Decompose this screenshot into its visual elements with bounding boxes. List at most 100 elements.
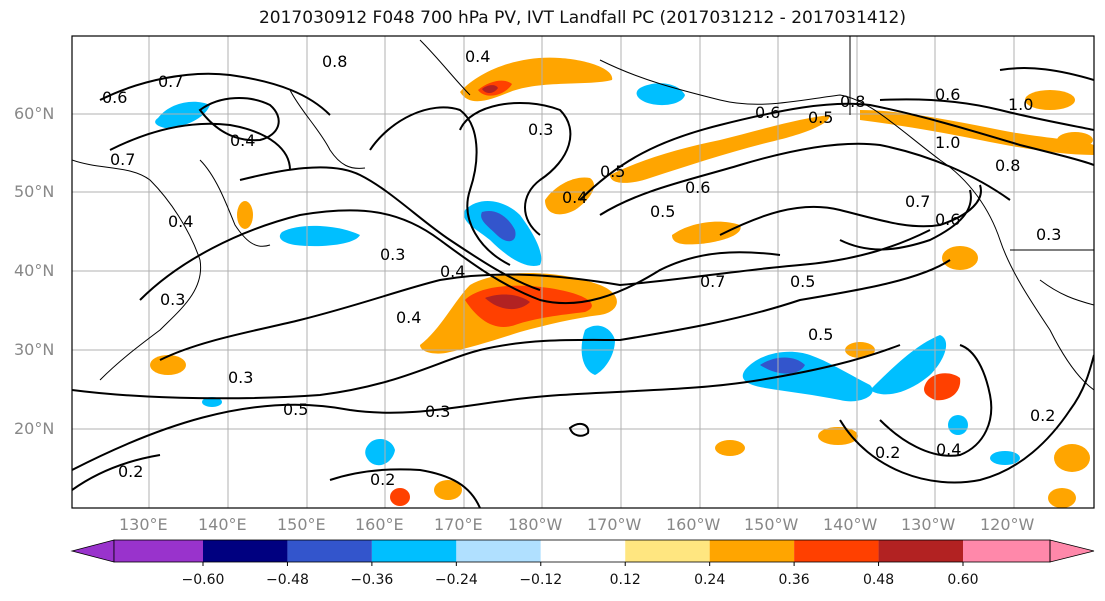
colorbar-bin: [540, 540, 626, 562]
pv-contours: [72, 67, 1094, 508]
colorbar-bin: [287, 540, 372, 562]
anomaly-dot-8: [942, 246, 978, 270]
lon-label-130e: 130°E: [119, 515, 168, 534]
lon-label-130w: 130°W: [901, 515, 956, 534]
lat-label-30n: 30°N: [14, 340, 55, 359]
anomaly-blue-kamchatka: [155, 101, 210, 128]
lon-label-160w: 160°W: [666, 515, 721, 534]
contour-label: 0.6: [102, 88, 128, 107]
colorbar-tick-label: 0.36: [778, 572, 810, 588]
anomaly-dot-9: [1025, 90, 1075, 110]
anomaly-orange-ribbon: [610, 115, 830, 183]
colorbar-tick-label: −0.24: [434, 572, 478, 588]
colorbar-tick-label: −0.48: [265, 572, 309, 588]
anomaly-dot-2: [434, 480, 462, 500]
anomaly-dot-14: [948, 415, 968, 435]
lat-label-20n: 20°N: [14, 419, 55, 438]
contour-label: 0.5: [283, 400, 309, 419]
map-area: [72, 36, 1094, 508]
colorbar: [70, 539, 1095, 566]
lat-label-60n: 60°N: [14, 104, 55, 123]
contour-label: 0.4: [465, 47, 491, 66]
colorbar-bin: [709, 540, 795, 562]
contour-label: 0.5: [808, 325, 834, 344]
colorbar-tick-label: 0.24: [694, 572, 726, 588]
anomaly-dot-12: [237, 201, 253, 229]
lon-label-140e: 140°E: [198, 515, 247, 534]
lon-label-140w: 140°W: [823, 515, 878, 534]
contour-label: 0.7: [905, 192, 931, 211]
anomaly-blue-dateline-core: [481, 210, 516, 242]
contour-label: 0.3: [160, 290, 186, 309]
graticule: [72, 36, 1094, 508]
contour-label: 0.6: [935, 85, 961, 104]
contour-label: 0.4: [396, 308, 422, 327]
anomaly-blue-150w-core: [760, 357, 805, 374]
lat-label-40n: 40°N: [14, 261, 55, 280]
contour-label: 0.4: [168, 212, 194, 231]
colorbar-tick-label: 0.12: [609, 572, 641, 588]
anomaly-dot-3: [390, 488, 410, 506]
contour-label: 0.3: [528, 120, 554, 139]
anomaly-central-pacific-core: [485, 294, 530, 310]
anomaly-blue-alaska: [636, 83, 685, 106]
contour-label: 0.3: [1036, 225, 1062, 244]
contour-label: 0.2: [118, 462, 144, 481]
lon-label-170w: 170°W: [587, 515, 642, 534]
lon-label-120w: 120°W: [980, 515, 1035, 534]
lon-label-150w: 150°W: [744, 515, 799, 534]
anomaly-dot-13: [990, 451, 1020, 465]
lat-label-50n: 50°N: [14, 182, 55, 201]
anomaly-blue-152e: [279, 225, 360, 247]
contour-label: 0.5: [650, 202, 676, 221]
contour-label: 0.3: [380, 245, 406, 264]
contour-label: 0.8: [840, 92, 866, 111]
colorbar-bin: [371, 540, 457, 562]
contour-label: 1.0: [935, 133, 961, 152]
contour-label: 0.3: [425, 402, 451, 421]
colorbar-bin: [203, 540, 288, 562]
contour-label: 0.4: [562, 188, 588, 207]
contour-label: 0.8: [322, 52, 348, 71]
colorbar-bin: [625, 540, 710, 562]
colorbar-border: [113, 539, 1051, 563]
anomaly-orange-gulf: [545, 177, 595, 215]
coastlines: [72, 36, 1094, 391]
colorbar-bin: [878, 540, 963, 562]
lon-label-150e: 150°E: [277, 515, 326, 534]
contour-label: 0.6: [935, 210, 961, 229]
anomaly-dot-15: [202, 397, 222, 407]
anomaly-blue-20n: [365, 438, 395, 466]
colorbar-tick-label: 0.60: [947, 572, 979, 588]
contour-label: 0.3: [228, 368, 254, 387]
anomaly-bering-center: [482, 85, 498, 94]
contour-label: 0.6: [685, 178, 711, 197]
contour-label: 0.5: [790, 272, 816, 291]
contour-label: 0.7: [110, 150, 136, 169]
contour-label: 0.2: [370, 470, 396, 489]
colorbar-bin: [114, 540, 203, 562]
contour-label: 0.2: [875, 443, 901, 462]
contour-label: 0.6: [755, 103, 781, 122]
contour-label: 0.7: [700, 272, 726, 291]
colorbar-bin: [794, 540, 879, 562]
map-border: [71, 35, 1095, 509]
anomaly-dot-7: [1048, 488, 1076, 508]
anomaly-dot-5: [715, 440, 745, 456]
lon-label-160e: 160°E: [355, 515, 404, 534]
map-title: 2017030912 F048 700 hPa PV, IVT Landfall…: [258, 8, 906, 28]
colorbar-bin: [963, 540, 1050, 562]
contour-label: 0.8: [995, 156, 1021, 175]
contour-label: 0.4: [936, 440, 962, 459]
colorbar-extend-high: [1049, 539, 1095, 563]
anomaly-dot-10: [1057, 132, 1093, 148]
colorbar-tick-label: −0.36: [350, 572, 394, 588]
anomaly-orange-160w: [672, 221, 741, 245]
contour-label: 0.5: [600, 162, 626, 181]
lon-label-180w: 180°W: [508, 515, 563, 534]
contour-label: 1.0: [1008, 95, 1034, 114]
anomaly-dot-6: [1054, 444, 1090, 472]
anomaly-red-130w: [924, 373, 961, 401]
contour-label: 0.4: [230, 131, 256, 150]
